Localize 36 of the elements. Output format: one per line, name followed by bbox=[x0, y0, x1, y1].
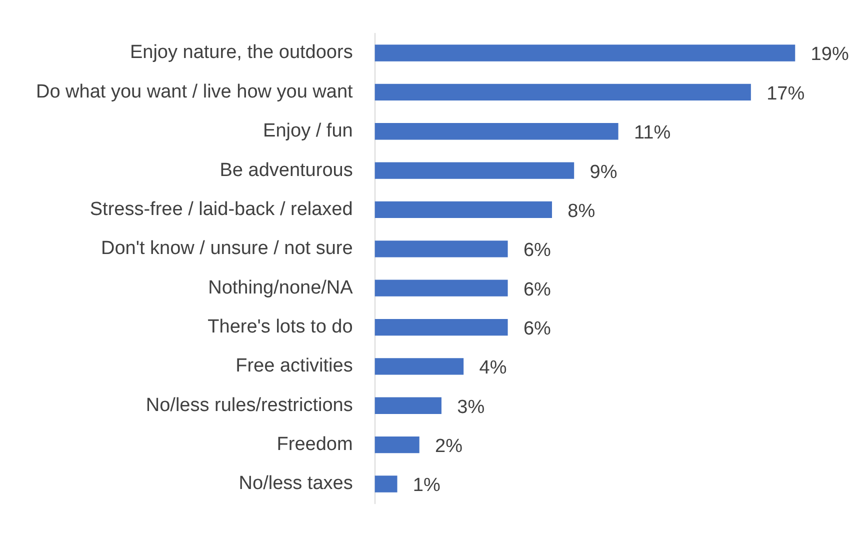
y-tick-label: There's lots to do bbox=[208, 316, 353, 338]
data-label: 9% bbox=[590, 162, 618, 183]
data-label: 11% bbox=[634, 122, 671, 144]
y-tick-label: Free activities bbox=[236, 356, 353, 377]
data-label: 6% bbox=[523, 279, 552, 300]
data-label: 6% bbox=[523, 318, 552, 340]
bar bbox=[374, 358, 464, 375]
y-tick-label: Do what you want / live how you want bbox=[36, 81, 354, 102]
y-tick-label: Enjoy / fun bbox=[263, 120, 353, 142]
y-tick-label: Enjoy nature, the outdoors bbox=[130, 42, 353, 64]
bar bbox=[374, 162, 574, 179]
data-label: 6% bbox=[523, 240, 552, 262]
bar bbox=[374, 84, 751, 101]
bar bbox=[374, 436, 420, 454]
data-label: 3% bbox=[457, 396, 485, 418]
y-tick-label: Freedom bbox=[276, 434, 353, 456]
bar bbox=[374, 476, 398, 492]
bar bbox=[374, 44, 796, 62]
data-label: 1% bbox=[412, 475, 440, 496]
y-tick-label: Be adventurous bbox=[220, 160, 353, 181]
bar bbox=[374, 280, 508, 296]
bar bbox=[374, 318, 508, 336]
y-tick-label: No/less taxes bbox=[238, 473, 353, 494]
bar bbox=[374, 123, 618, 140]
data-label: 8% bbox=[568, 200, 596, 222]
y-tick-label: Nothing/none/NA bbox=[208, 277, 354, 298]
bar bbox=[374, 201, 552, 218]
bar bbox=[374, 240, 508, 258]
data-label: 17% bbox=[766, 83, 805, 104]
y-tick-label: No/less rules/restrictions bbox=[146, 394, 353, 416]
data-label: 19% bbox=[810, 44, 849, 66]
y-tick-label: Stress-free / laid-back / relaxed bbox=[90, 198, 353, 220]
bar bbox=[374, 397, 442, 414]
y-tick-label: Don't know / unsure / not sure bbox=[101, 238, 353, 260]
data-label: 4% bbox=[479, 358, 507, 379]
data-label: 2% bbox=[435, 436, 463, 458]
